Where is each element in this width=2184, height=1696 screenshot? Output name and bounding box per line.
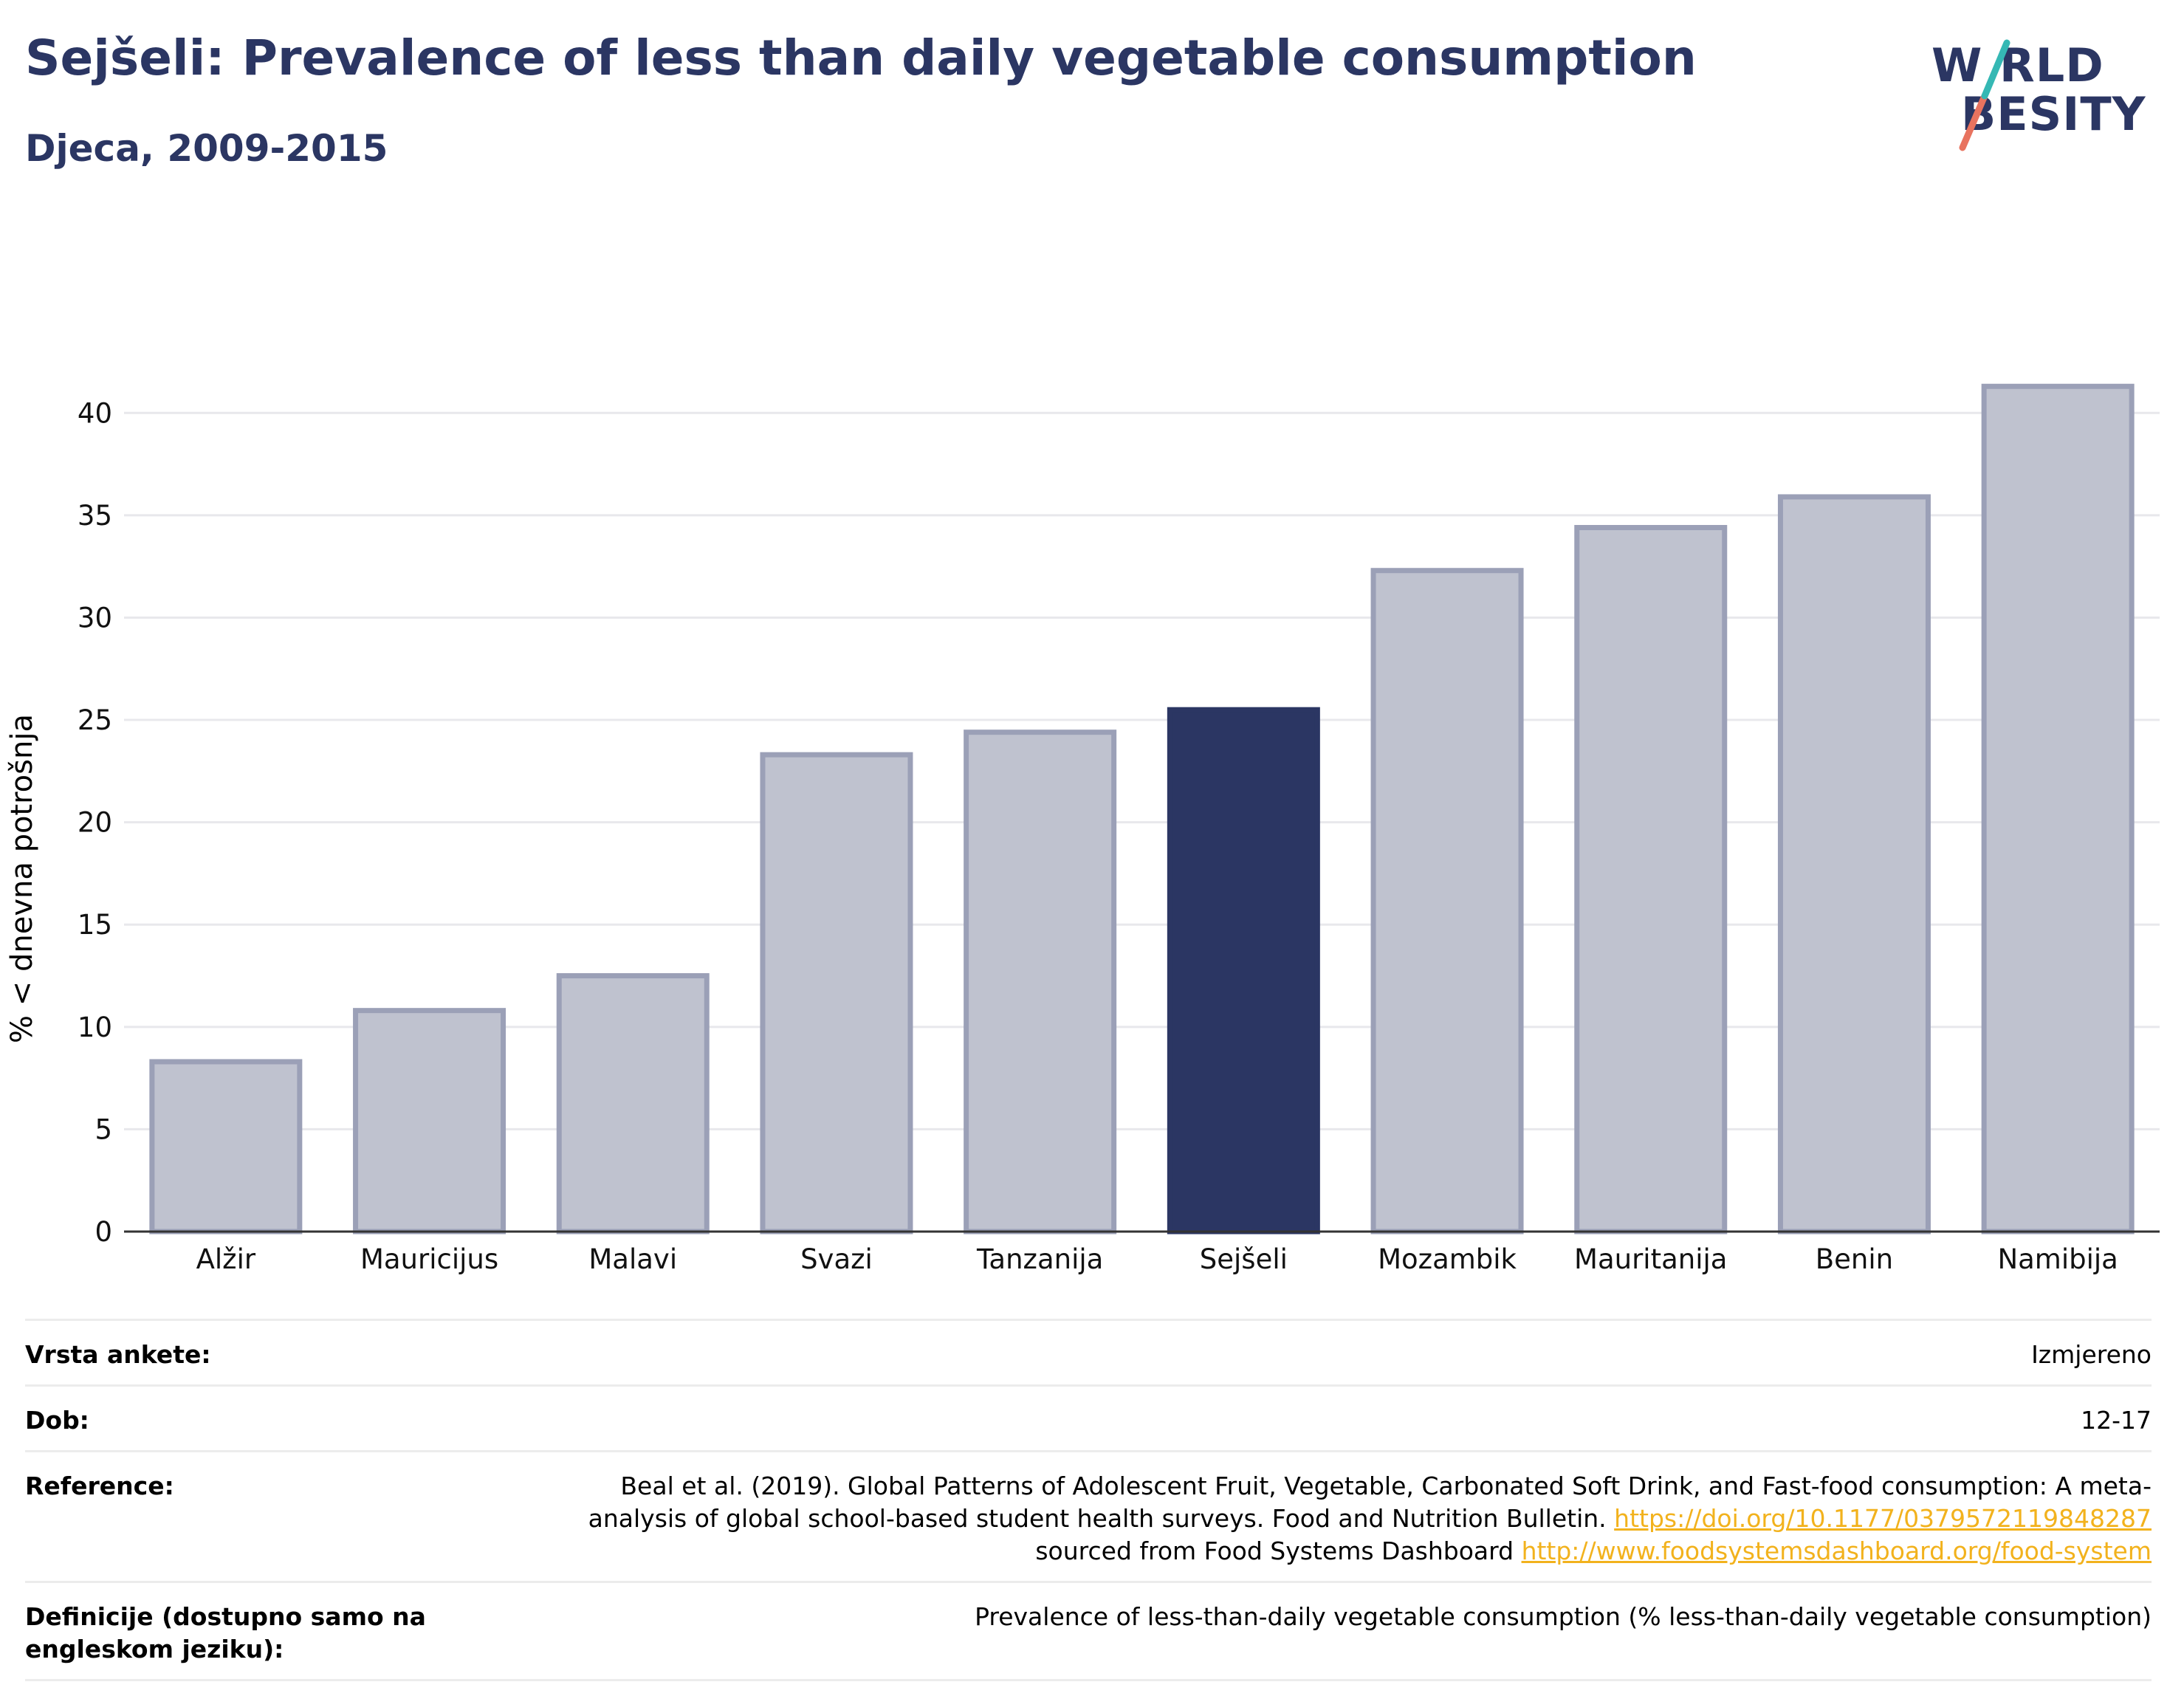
x-tick-label: Mozambik bbox=[1378, 1243, 1517, 1275]
bar-mozambik bbox=[1370, 568, 1524, 1235]
y-tick-labels: 0 5 10 15 20 25 30 35 40 bbox=[78, 397, 112, 1248]
bar-sejšeli bbox=[1167, 707, 1320, 1235]
chart-title: Sejšeli: Prevalence of less than daily v… bbox=[25, 30, 1697, 86]
x-tick-label: Malavi bbox=[588, 1243, 677, 1275]
meta-label: Dob: bbox=[25, 1406, 89, 1435]
y-tick-label: 20 bbox=[78, 807, 112, 839]
y-tick-label: 0 bbox=[95, 1216, 112, 1248]
y-tick-label: 30 bbox=[78, 602, 112, 634]
bars bbox=[149, 383, 2135, 1235]
meta-row-reference: Reference: Beal et al. (2019). Global Pa… bbox=[25, 1450, 2152, 1581]
meta-row-survey-type: Vrsta ankete: Izmjereno bbox=[25, 1319, 2152, 1384]
y-tick-label: 35 bbox=[78, 500, 112, 532]
y-tick-label: 25 bbox=[78, 704, 112, 736]
bar-tanzanija bbox=[964, 729, 1117, 1235]
y-tick-label: 40 bbox=[78, 397, 112, 429]
y-tick-label: 10 bbox=[78, 1012, 112, 1043]
y-axis-title: % < dnevna potrošnja bbox=[5, 714, 39, 1043]
x-tick-label: Namibija bbox=[1997, 1243, 2118, 1275]
bar-malavi bbox=[556, 973, 710, 1235]
meta-value: 12-17 bbox=[2081, 1406, 2152, 1435]
logo-line-1: W RLD bbox=[1931, 38, 2104, 92]
y-tick-label: 5 bbox=[95, 1113, 112, 1145]
meta-label: Definicije (dostupno samo na engleskom j… bbox=[25, 1602, 426, 1664]
x-tick-labels: Alžir Mauricijus Malavi Svazi Tanzanija Sejše… bbox=[196, 1243, 2118, 1275]
bar-mauricijus bbox=[353, 1008, 506, 1235]
dashboard-link[interactable]: http://www.foodsystemsdashboard.org/food… bbox=[1521, 1537, 2152, 1565]
chart-subtitle: Djeca, 2009-2015 bbox=[25, 127, 388, 170]
metadata-table: Vrsta ankete: Izmjereno Dob: 12-17 Refer… bbox=[25, 1319, 2152, 1681]
world-obesity-logo: W RLD BESITY bbox=[1920, 22, 2171, 155]
x-tick-label: Tanzanija bbox=[976, 1243, 1103, 1275]
x-tick-label: Alžir bbox=[196, 1243, 256, 1275]
x-tick-label: Svazi bbox=[800, 1243, 873, 1275]
meta-label: Vrsta ankete: bbox=[25, 1340, 211, 1369]
x-tick-label: Mauricijus bbox=[360, 1243, 498, 1275]
reference-text-2: sourced from Food Systems Dashboard bbox=[1035, 1537, 1522, 1565]
logo-line-2: BESITY bbox=[1961, 87, 2146, 141]
bar-namibija bbox=[1981, 383, 2135, 1235]
doi-link[interactable]: https://doi.org/10.1177/0379572119848287 bbox=[1614, 1504, 2152, 1533]
bar-mauritanija bbox=[1574, 525, 1728, 1235]
x-tick-label: Benin bbox=[1816, 1243, 1893, 1275]
meta-value: Beal et al. (2019). Global Patterns of A… bbox=[557, 1470, 2152, 1568]
meta-label: Reference: bbox=[25, 1472, 174, 1500]
x-tick-label: Sejšeli bbox=[1200, 1243, 1288, 1275]
x-tick-label: Mauritanija bbox=[1574, 1243, 1727, 1275]
logo-slash-icon bbox=[1959, 39, 2010, 151]
reference-text: Beal et al. (2019). Global Patterns of A… bbox=[588, 1472, 2152, 1533]
y-tick-label: 15 bbox=[78, 909, 112, 941]
meta-row-definitions: Definicije (dostupno samo na engleskom j… bbox=[25, 1581, 2152, 1681]
bar-alžir bbox=[149, 1059, 303, 1235]
bar-chart: 0 5 10 15 20 25 30 35 40 Alžir Mauricijus Malavi Sv… bbox=[78, 383, 2160, 1275]
meta-value: Izmjereno bbox=[2031, 1340, 2152, 1369]
meta-row-age: Dob: 12-17 bbox=[25, 1384, 2152, 1450]
meta-value: Prevalence of less-than-daily vegetable … bbox=[975, 1602, 2152, 1631]
bar-benin bbox=[1777, 494, 1931, 1235]
bar-svazi bbox=[760, 752, 913, 1235]
